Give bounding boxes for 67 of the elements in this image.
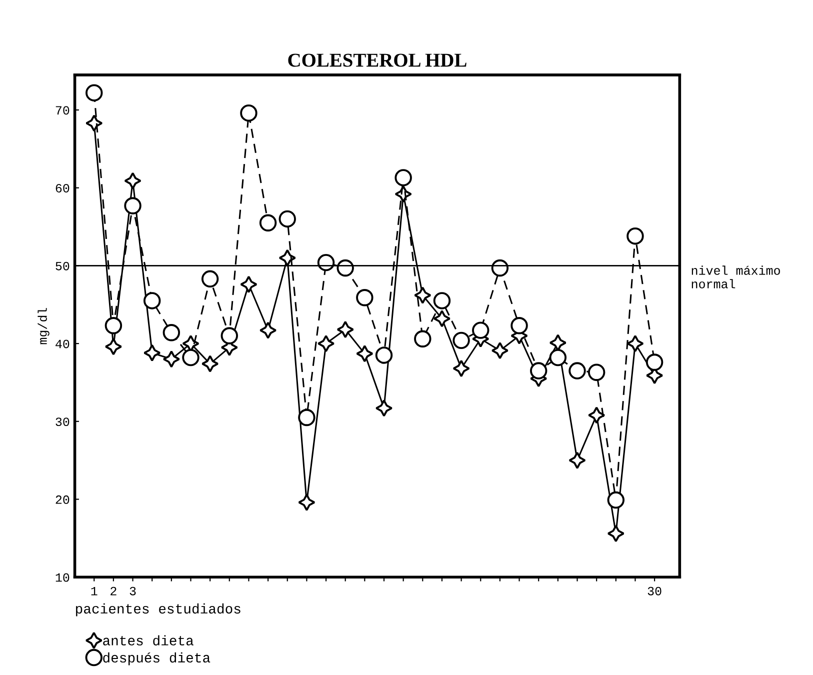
point	[626, 227, 644, 245]
point	[298, 408, 316, 426]
point	[375, 400, 393, 417]
point	[568, 362, 586, 380]
x-tick-label: 2	[110, 586, 116, 596]
point	[588, 406, 606, 424]
point	[491, 342, 509, 360]
ref-line-label: nivel máximo normal	[692, 266, 780, 288]
point	[86, 84, 103, 102]
point	[86, 114, 103, 132]
point	[394, 169, 412, 186]
point	[240, 104, 258, 122]
point	[317, 334, 335, 352]
x-tick-label: 30	[648, 586, 662, 596]
point	[433, 310, 451, 328]
point	[452, 360, 470, 378]
y-tick-label: 30	[56, 418, 70, 426]
y-tick-label: 10	[56, 573, 70, 582]
point	[336, 320, 354, 338]
y-tick-label: 20	[56, 495, 70, 504]
point	[568, 452, 586, 469]
point	[143, 344, 161, 362]
point	[143, 292, 161, 310]
point	[433, 292, 451, 310]
y-axis-title: mg/dl	[38, 308, 50, 344]
y-tick-label: 60	[56, 184, 70, 192]
point	[182, 348, 200, 366]
x-tick-label: 3	[130, 586, 136, 596]
point	[375, 346, 393, 364]
point	[646, 354, 664, 371]
point	[124, 197, 142, 214]
point	[588, 364, 606, 381]
point	[104, 338, 122, 356]
point	[414, 330, 432, 348]
point	[452, 332, 470, 350]
point	[298, 494, 316, 511]
point	[549, 348, 567, 366]
point	[530, 362, 548, 380]
point	[201, 355, 219, 372]
point	[472, 322, 490, 339]
point	[259, 214, 277, 232]
point	[356, 288, 374, 306]
chart-title: COLESTEROL HDL	[288, 54, 466, 67]
x-axis-title: pacientes estudiados	[76, 603, 240, 616]
point	[162, 350, 180, 368]
point	[124, 172, 142, 190]
point	[356, 345, 374, 362]
x-tick-label: 1	[91, 586, 98, 596]
point	[607, 491, 625, 509]
y-tick-label: 50	[56, 262, 70, 270]
point	[220, 327, 238, 344]
point	[201, 270, 219, 288]
y-tick-label: 70	[56, 106, 70, 115]
point	[510, 317, 528, 334]
point	[259, 322, 277, 339]
point	[607, 524, 625, 542]
point	[414, 286, 432, 304]
point	[278, 249, 296, 267]
point	[626, 334, 644, 352]
point	[240, 276, 258, 293]
legend-label: después dieta	[103, 652, 210, 666]
y-tick-label: 40	[56, 340, 70, 348]
point	[162, 324, 180, 342]
point	[549, 334, 567, 352]
point	[104, 317, 122, 334]
legend-label: antes dieta	[103, 635, 194, 646]
point	[278, 210, 296, 228]
